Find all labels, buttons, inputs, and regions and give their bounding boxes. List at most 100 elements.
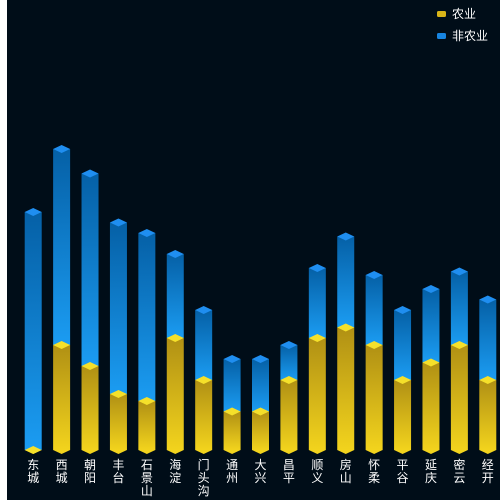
x-tick-label-密云-1: 云 bbox=[453, 471, 465, 485]
bar-农业-大兴[interactable] bbox=[252, 411, 269, 451]
bar-top-cap-丰台 bbox=[109, 218, 127, 227]
x-tick-label-昌平-1: 平 bbox=[283, 471, 295, 485]
bar-base-cap-房山 bbox=[337, 450, 355, 454]
x-tick-label-西城-1: 城 bbox=[56, 471, 68, 485]
bar-base-cap-平谷 bbox=[394, 450, 412, 454]
bar-非农业-朝阳[interactable] bbox=[81, 173, 99, 367]
bar-农业-石景山[interactable] bbox=[138, 401, 156, 450]
bar-group-密云[interactable] bbox=[450, 267, 468, 455]
bar-base-cap-门头沟 bbox=[195, 450, 213, 454]
x-tick-label-东城-1: 城 bbox=[27, 471, 39, 485]
bar-group-朝阳[interactable] bbox=[81, 169, 99, 455]
bar-农业-通州[interactable] bbox=[223, 411, 241, 451]
legend-item-农业[interactable]: 农业 bbox=[437, 7, 476, 21]
bar-非农业-大兴[interactable] bbox=[252, 359, 269, 412]
bar-group-丰台[interactable] bbox=[109, 218, 127, 455]
bar-农业-经开[interactable] bbox=[479, 380, 497, 450]
bar-非农业-顺义[interactable] bbox=[308, 268, 326, 338]
bar-group-门头沟[interactable] bbox=[195, 306, 213, 454]
bar-top-cap-石景山 bbox=[138, 229, 156, 237]
bar-非农业-延庆[interactable] bbox=[422, 289, 440, 363]
bar-非农业-海淀[interactable] bbox=[166, 254, 184, 338]
legend-item-非农业[interactable]: 非农业 bbox=[437, 29, 488, 43]
x-tick-label-石景山-0: 石 bbox=[141, 458, 153, 472]
bar-group-怀柔[interactable] bbox=[365, 271, 383, 454]
bar-mid-cap-西城 bbox=[53, 341, 71, 349]
bar-农业-平谷[interactable] bbox=[394, 380, 412, 450]
bar-非农业-东城[interactable] bbox=[24, 212, 42, 450]
bar-非农业-通州[interactable] bbox=[223, 359, 241, 412]
bar-group-大兴[interactable] bbox=[252, 355, 269, 454]
x-tick-label-怀柔-1: 柔 bbox=[368, 471, 380, 485]
bar-农业-顺义[interactable] bbox=[308, 338, 326, 450]
bar-农业-房山[interactable] bbox=[337, 327, 355, 451]
bar-group-经开[interactable] bbox=[479, 295, 497, 455]
bar-base-cap-丰台 bbox=[109, 450, 127, 454]
bar-非农业-房山[interactable] bbox=[337, 236, 355, 328]
bar-base-cap-密云 bbox=[450, 450, 468, 454]
bar-mid-cap-房山 bbox=[337, 323, 355, 332]
bar-base-cap-大兴 bbox=[252, 450, 269, 454]
bar-top-cap-海淀 bbox=[166, 250, 184, 258]
bar-农业-丰台[interactable] bbox=[109, 394, 127, 450]
bar-group-延庆[interactable] bbox=[422, 285, 440, 454]
legend-swatch bbox=[437, 33, 446, 39]
bar-农业-延庆[interactable] bbox=[422, 362, 440, 451]
bar-group-东城[interactable] bbox=[24, 208, 42, 454]
bar-top-cap-门头沟 bbox=[195, 306, 213, 314]
bar-group-西城[interactable] bbox=[53, 145, 71, 454]
bar-top-cap-通州 bbox=[223, 355, 241, 363]
bar-农业-门头沟[interactable] bbox=[195, 380, 213, 450]
bar-农业-昌平[interactable] bbox=[280, 380, 298, 450]
bar-农业-海淀[interactable] bbox=[166, 338, 184, 450]
x-tick-label-通州-0: 通 bbox=[226, 458, 238, 472]
bar-top-cap-西城 bbox=[53, 145, 71, 153]
bar-top-cap-平谷 bbox=[394, 306, 412, 314]
bar-group-石景山[interactable] bbox=[138, 229, 156, 454]
bar-group-海淀[interactable] bbox=[166, 250, 184, 454]
bar-base-cap-怀柔 bbox=[365, 450, 383, 454]
x-tick-label-顺义-0: 顺 bbox=[311, 458, 323, 472]
bar-group-通州[interactable] bbox=[223, 355, 241, 454]
bar-非农业-怀柔[interactable] bbox=[365, 275, 383, 345]
bar-mid-cap-大兴 bbox=[252, 407, 269, 416]
bar-mid-cap-密云 bbox=[450, 341, 468, 349]
bar-top-cap-昌平 bbox=[280, 341, 298, 349]
bar-非农业-西城[interactable] bbox=[53, 149, 71, 345]
bar-base-cap-西城 bbox=[53, 450, 71, 454]
x-tick-label-丰台-0: 丰 bbox=[112, 458, 124, 472]
bar-非农业-石景山[interactable] bbox=[138, 233, 156, 401]
bar-group-昌平[interactable] bbox=[280, 341, 298, 454]
x-tick-label-延庆-1: 庆 bbox=[425, 471, 437, 485]
bar-非农业-平谷[interactable] bbox=[394, 310, 412, 380]
x-tick-label-西城-0: 西 bbox=[56, 458, 68, 472]
bar-非农业-经开[interactable] bbox=[479, 299, 497, 381]
x-tick-label-石景山-2: 山 bbox=[141, 484, 153, 498]
x-tick-label-经开-0: 经 bbox=[482, 458, 494, 472]
bar-非农业-门头沟[interactable] bbox=[195, 310, 213, 380]
bar-mid-cap-昌平 bbox=[280, 376, 298, 384]
bar-mid-cap-朝阳 bbox=[81, 362, 99, 370]
bar-非农业-昌平[interactable] bbox=[280, 345, 298, 380]
bar-非农业-密云[interactable] bbox=[450, 271, 468, 346]
bar-top-cap-东城 bbox=[24, 208, 42, 216]
bar-非农业-丰台[interactable] bbox=[109, 222, 127, 395]
bar-农业-西城[interactable] bbox=[53, 345, 71, 450]
bar-农业-密云[interactable] bbox=[450, 345, 468, 450]
bar-top-cap-延庆 bbox=[422, 285, 440, 293]
bar-group-房山[interactable] bbox=[337, 232, 355, 455]
bar-top-cap-房山 bbox=[337, 232, 355, 241]
bar-group-平谷[interactable] bbox=[394, 306, 412, 454]
x-tick-label-石景山-1: 景 bbox=[141, 471, 153, 485]
bar-top-cap-朝阳 bbox=[81, 169, 99, 178]
bar-group-顺义[interactable] bbox=[308, 264, 326, 454]
bar-农业-朝阳[interactable] bbox=[81, 366, 99, 450]
bar-mid-cap-通州 bbox=[223, 407, 241, 416]
bar-mid-cap-门头沟 bbox=[195, 376, 213, 384]
bar-base-cap-石景山 bbox=[138, 450, 156, 454]
bar-农业-怀柔[interactable] bbox=[365, 345, 383, 450]
x-tick-label-大兴-1: 兴 bbox=[254, 471, 266, 485]
